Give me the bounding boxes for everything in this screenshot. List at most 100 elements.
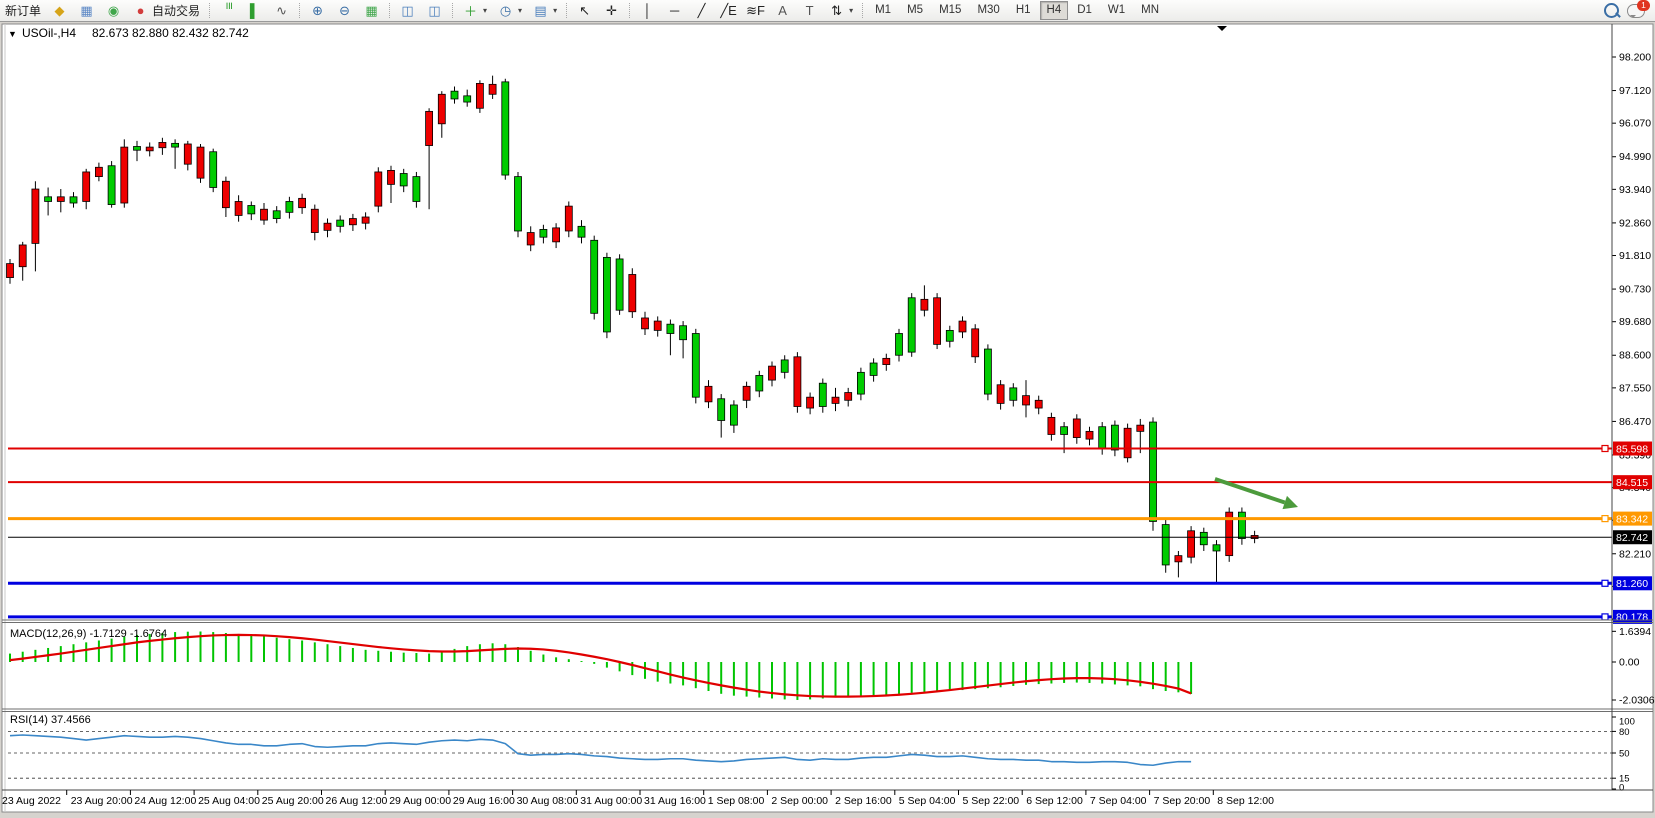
rsi-axis-label: 100 xyxy=(1619,717,1635,728)
zoom-out-icon[interactable]: ⊖ xyxy=(331,1,358,20)
candle-body xyxy=(844,392,853,401)
candle-body xyxy=(82,171,91,202)
cursor-icon: ↖ xyxy=(579,2,591,18)
candle-body xyxy=(1212,544,1221,552)
price-tick-label: 86.470 xyxy=(1619,416,1651,428)
candle-body xyxy=(539,229,548,238)
price-line-81.260[interactable]: 81.260 xyxy=(8,576,1652,591)
candle-body xyxy=(869,362,878,376)
candle-body xyxy=(69,196,78,204)
period-clock-icon: ◷ xyxy=(499,2,512,18)
template-icon[interactable]: ▤ ▾ xyxy=(527,1,562,20)
period-clock-icon[interactable]: ◷ ▾ xyxy=(492,1,527,20)
timeframe-mn[interactable]: MN xyxy=(1141,4,1160,16)
price-line-83.342[interactable]: 83.342 xyxy=(8,511,1652,526)
crosshair-icon[interactable]: ✛ xyxy=(598,1,625,20)
arrange-windows-icon[interactable]: ◫ xyxy=(394,1,421,20)
zoom-in-icon[interactable]: ⊕ xyxy=(304,1,331,20)
candle-body xyxy=(730,404,738,426)
candle-body xyxy=(679,325,687,341)
trend-arrow-annotation[interactable] xyxy=(1214,477,1298,510)
line-handle[interactable] xyxy=(1601,515,1609,523)
template-icon-caret[interactable]: ▾ xyxy=(553,6,558,15)
line-handle[interactable] xyxy=(1601,444,1609,453)
price-tick-label: 96.070 xyxy=(1619,118,1651,130)
candle-body xyxy=(958,320,967,333)
candlestick-chart-icon[interactable]: ▌ xyxy=(241,1,268,20)
price-tag xyxy=(1613,441,1652,456)
timeframe-m5[interactable]: M5 xyxy=(907,4,924,16)
line-handle[interactable] xyxy=(1601,613,1609,621)
candle-body xyxy=(603,256,611,333)
add-indicator-icon-caret[interactable]: ▾ xyxy=(483,6,488,15)
notifications-icon[interactable]: 1 xyxy=(1627,0,1650,18)
candle-body xyxy=(31,188,40,244)
timeframe-w1[interactable]: W1 xyxy=(1107,4,1126,16)
auto-scroll-icon[interactable]: ◫ xyxy=(421,1,448,20)
price-tick-label: 97.120 xyxy=(1619,85,1651,97)
equidistant-channel-icon: ╱E xyxy=(720,2,737,18)
candle-body xyxy=(450,90,459,100)
chart-window-icon[interactable]: ▦ xyxy=(73,1,100,20)
horizontal-line-icon[interactable]: ─ xyxy=(661,1,688,20)
charts-icon[interactable]: ◆ xyxy=(46,1,73,20)
time-tick-label: 2 Sep 00:00 xyxy=(771,795,828,807)
timeframe-h1[interactable]: H1 xyxy=(1015,4,1031,16)
chart-title: ▼ USOil-,H4 82.673 82.880 82.432 82.742 xyxy=(8,26,249,40)
arrows-icon[interactable]: ⇅ ▾ xyxy=(823,1,858,20)
fibonacci-icon[interactable]: ≋F xyxy=(742,1,769,20)
candle-body xyxy=(1034,399,1043,409)
tile-windows-icon[interactable]: ▦ xyxy=(358,1,385,20)
price-line-85.598[interactable]: 85.598 xyxy=(8,441,1652,456)
candle-body xyxy=(323,222,332,231)
timeframe-m30[interactable]: M30 xyxy=(977,4,1000,16)
candle-body xyxy=(984,348,992,395)
candle-body xyxy=(996,384,1005,404)
timeframe-h4[interactable]: H4 xyxy=(1039,1,1069,20)
vertical-line-icon[interactable]: │ xyxy=(634,1,661,20)
line-handle[interactable] xyxy=(1601,579,1609,587)
add-indicator-icon[interactable]: ＋ ▾ xyxy=(457,1,492,20)
equidistant-channel-icon[interactable]: ╱E xyxy=(715,1,742,20)
navigator-icon[interactable]: ◉ xyxy=(100,1,127,20)
collapse-icon[interactable]: ▼ xyxy=(8,29,17,39)
text-label-icon[interactable]: T xyxy=(796,1,823,20)
arrows-icon: ⇅ xyxy=(831,2,843,18)
price-line-82.742[interactable]: 82.742 xyxy=(8,530,1652,545)
period-clock-icon-caret[interactable]: ▾ xyxy=(518,6,523,15)
line-chart-icon[interactable]: ∿ xyxy=(268,1,295,20)
rsi-axis-label: 80 xyxy=(1619,727,1630,738)
trendline-icon[interactable]: ╱ xyxy=(688,1,715,20)
candle-body xyxy=(755,375,764,392)
candle-body xyxy=(437,93,446,125)
search-icon[interactable] xyxy=(1604,3,1619,18)
toolbar-separator xyxy=(566,3,568,18)
new-order-button[interactable]: 新订单 xyxy=(0,1,46,20)
timeframe-d1[interactable]: D1 xyxy=(1077,4,1092,16)
candle-body xyxy=(18,244,27,268)
time-tick-label: 25 Aug 20:00 xyxy=(262,795,324,807)
candles[interactable] xyxy=(6,75,1259,584)
line-chart-icon: ∿ xyxy=(276,2,287,18)
text-icon[interactable]: A xyxy=(769,1,796,20)
timeframe-m1[interactable]: M1 xyxy=(875,4,892,16)
timeframe-m15[interactable]: M15 xyxy=(939,4,962,16)
vertical-line-icon: │ xyxy=(643,3,652,18)
macd-panel[interactable]: 1.6394 0.00 -2.0306 MACD(12,26,9) -1.7129 -… xyxy=(9,626,1655,707)
macd-label: MACD(12,26,9) -1.7129 -1.6764 xyxy=(10,628,167,640)
rsi-line xyxy=(9,734,1192,767)
candle-body xyxy=(425,110,434,146)
auto-trading-button[interactable]: ● 自动交易 xyxy=(127,1,205,20)
text-icon: A xyxy=(778,3,787,18)
price-line-84.515[interactable]: 84.515 xyxy=(8,475,1652,490)
macd-axis-label: -2.0306 xyxy=(1619,694,1655,706)
candle-body xyxy=(1123,427,1132,459)
arrows-icon-caret[interactable]: ▾ xyxy=(849,6,854,15)
candle-body xyxy=(171,142,180,148)
cursor-icon[interactable]: ↖ xyxy=(571,1,598,20)
chart-shift-marker[interactable] xyxy=(1217,26,1227,31)
macd-axis-label: 0.00 xyxy=(1619,657,1640,669)
time-tick-label: 7 Sep 04:00 xyxy=(1090,795,1147,807)
